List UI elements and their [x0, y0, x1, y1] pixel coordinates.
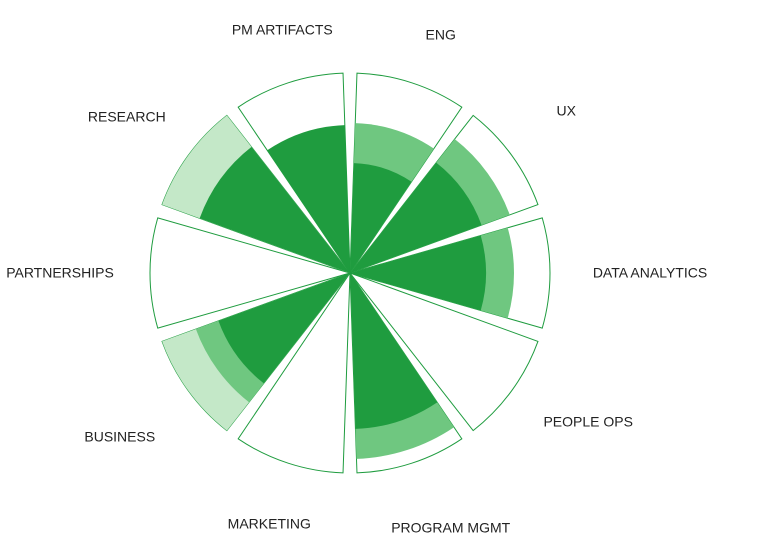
chart-canvas	[0, 0, 778, 540]
radial-sector-chart: ENGUXDATA ANALYTICSPEOPLE OPSPROGRAM MGM…	[0, 0, 778, 540]
